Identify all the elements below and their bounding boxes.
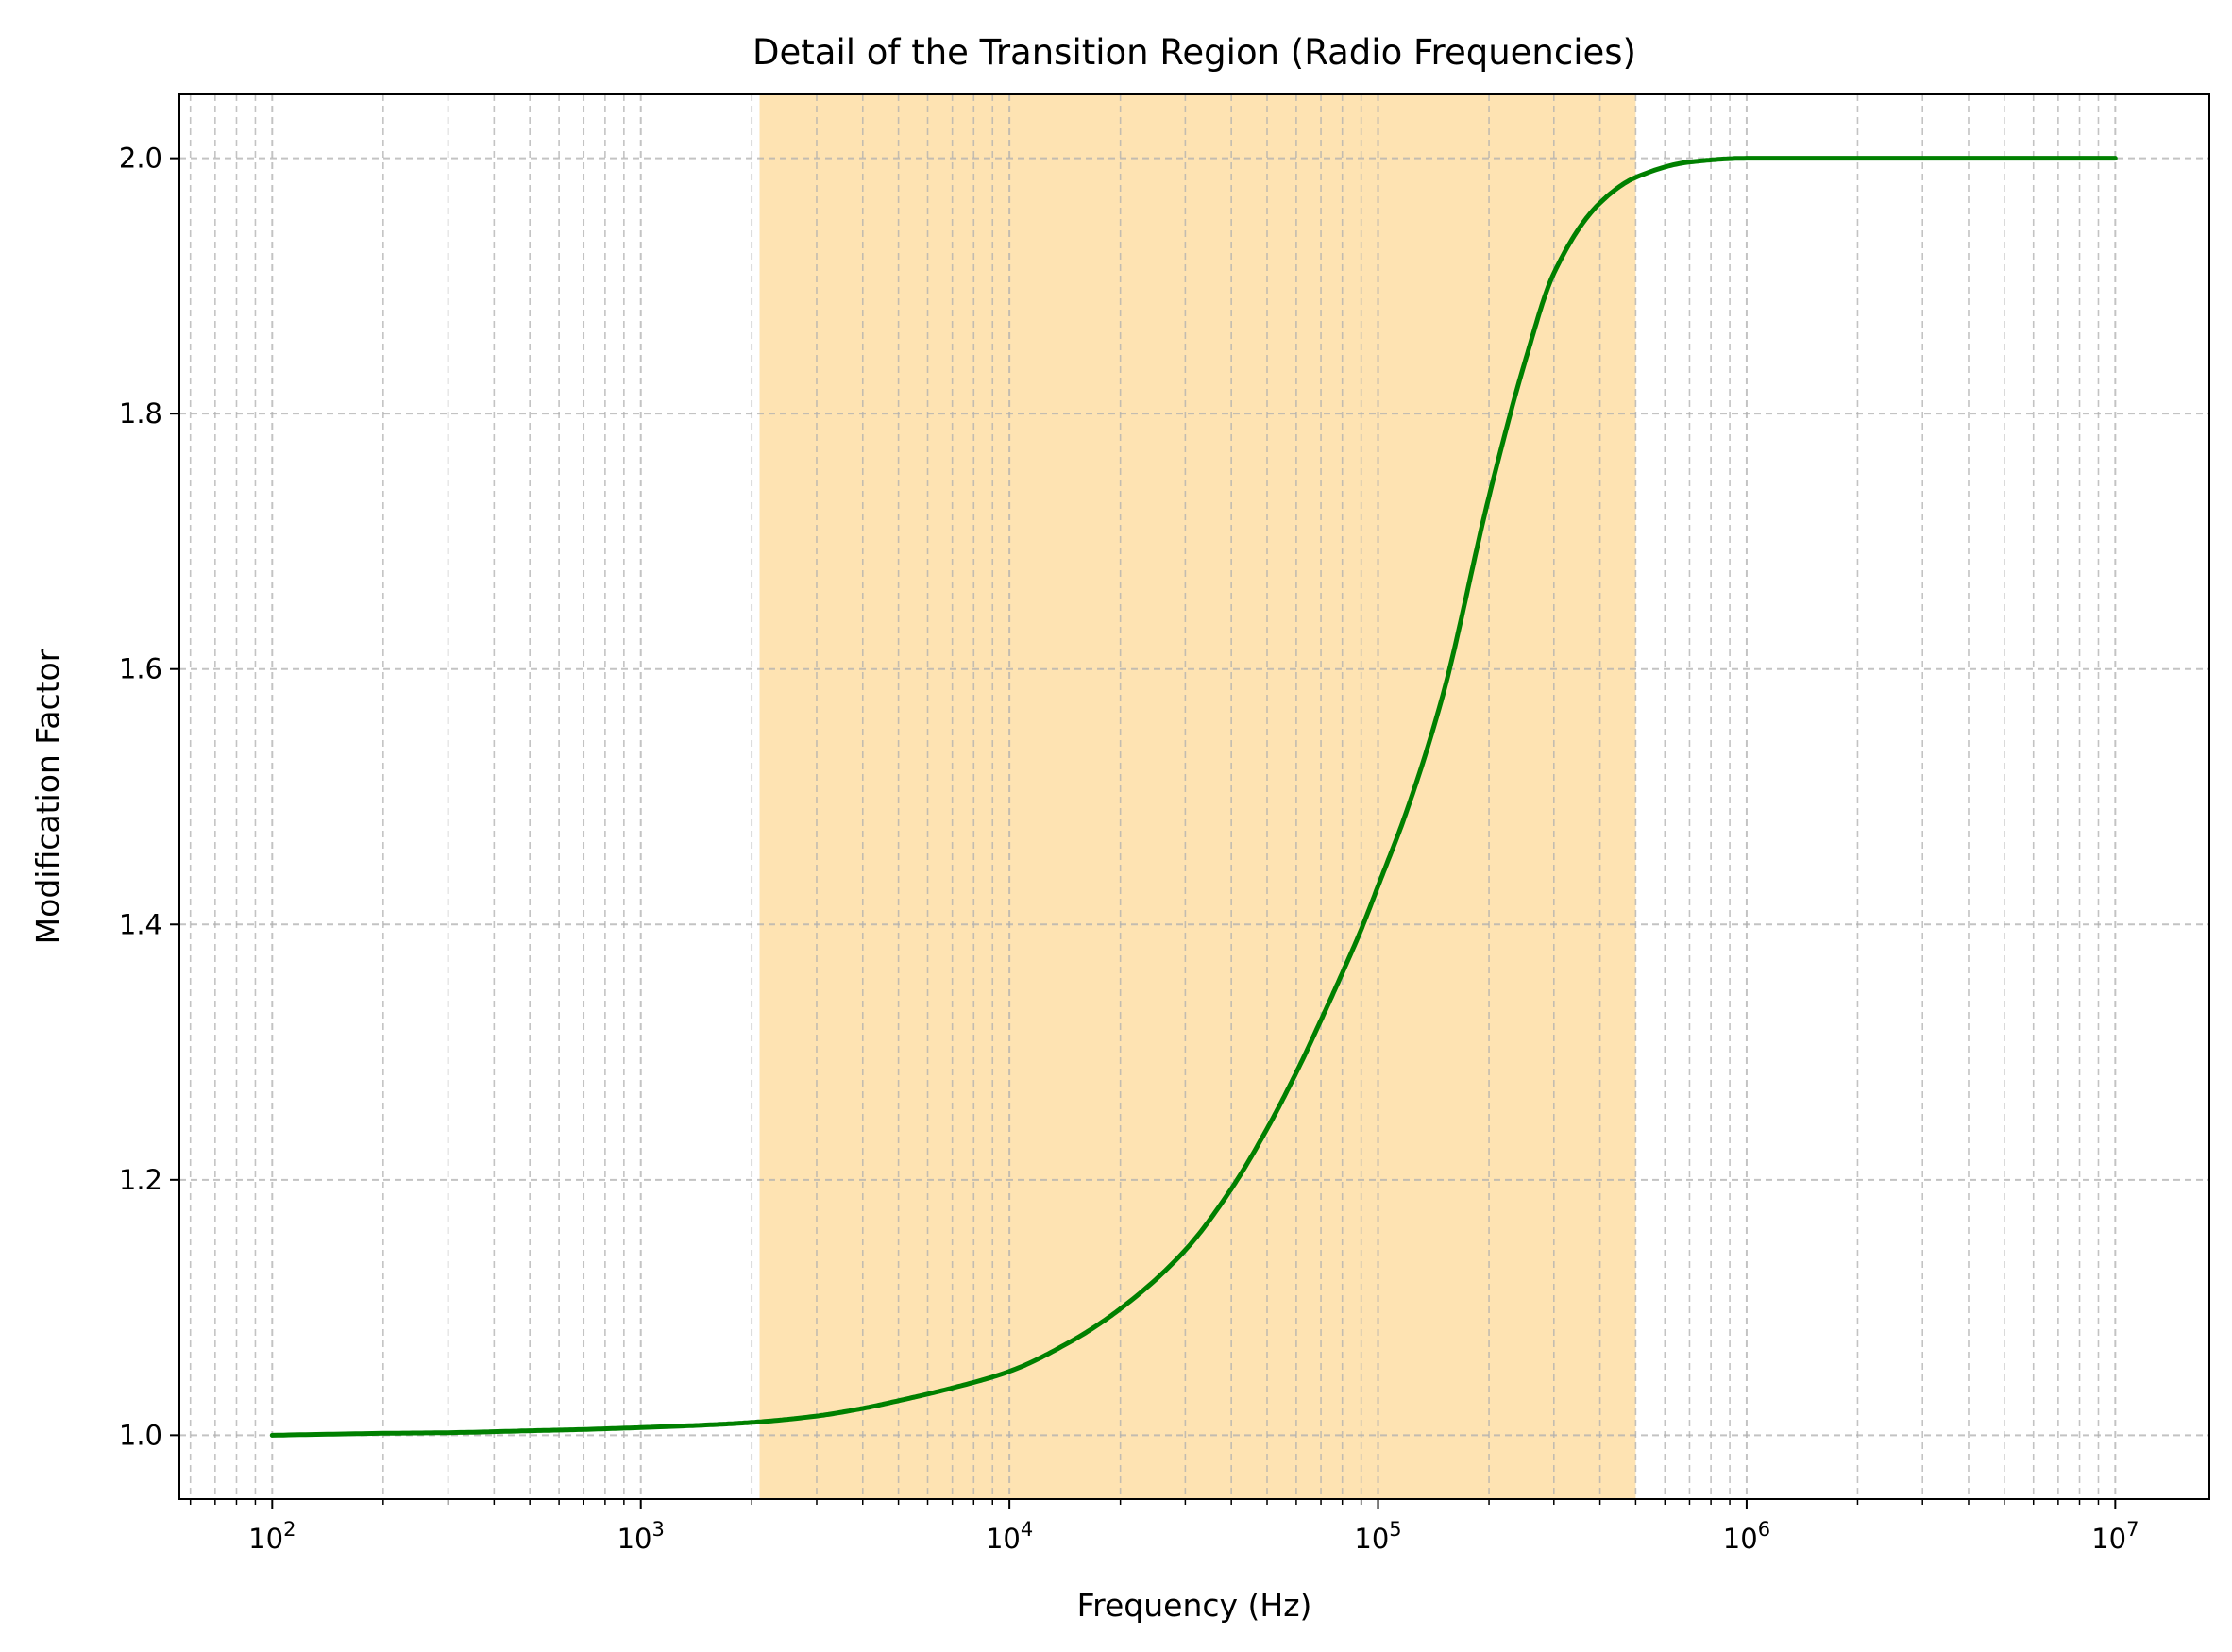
x-axis-label: Frequency (Hz): [1077, 1587, 1312, 1624]
y-axis-label: Modification Factor: [29, 649, 66, 944]
x-tick-label: 102: [248, 1518, 296, 1555]
y-tick-label: 1.8: [119, 397, 162, 430]
grid-layer: [179, 94, 2209, 1499]
x-tick-label: 105: [1354, 1518, 1401, 1555]
x-tick-label: 104: [986, 1518, 1033, 1555]
x-tick-label: 107: [2091, 1518, 2139, 1555]
tick-layer: 1.0 1.2 1.4 1.6 1.8 2.0 102 103 104 105 106 107: [119, 143, 2139, 1555]
y-tick-label: 1.2: [119, 1164, 162, 1196]
shaded-region: [759, 94, 1636, 1499]
shaded-region-layer: [759, 94, 1636, 1499]
y-tick-label: 1.6: [119, 653, 162, 685]
x-tick-label: 103: [617, 1518, 665, 1555]
y-tick-label: 2.0: [119, 143, 162, 175]
y-tick-label: 1.4: [119, 908, 162, 940]
chart-title: Detail of the Transition Region (Radio F…: [752, 32, 1636, 73]
x-tick-label: 106: [1723, 1518, 1770, 1555]
y-tick-label: 1.0: [119, 1419, 162, 1451]
plot-frame: [178, 93, 2210, 1500]
series-line: [269, 156, 2118, 1438]
series-layer: [269, 156, 2118, 1438]
